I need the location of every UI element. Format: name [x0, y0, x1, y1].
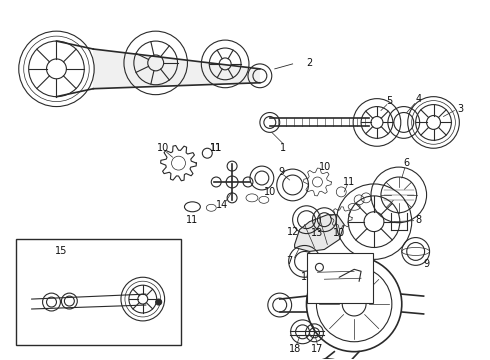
- Text: 14: 14: [216, 200, 228, 210]
- Text: 18: 18: [289, 344, 301, 354]
- FancyBboxPatch shape: [16, 239, 181, 345]
- Text: 2: 2: [306, 58, 313, 68]
- Circle shape: [156, 299, 162, 305]
- Text: 1: 1: [280, 143, 286, 153]
- Text: 7: 7: [287, 256, 293, 266]
- Polygon shape: [294, 215, 344, 251]
- Text: 8: 8: [416, 215, 422, 225]
- Polygon shape: [93, 49, 260, 89]
- Text: 10: 10: [264, 187, 276, 197]
- Text: 11: 11: [343, 177, 355, 187]
- Text: 10: 10: [156, 143, 169, 153]
- Text: 16: 16: [301, 272, 314, 282]
- Text: 6: 6: [404, 158, 410, 168]
- Text: 12: 12: [288, 226, 300, 237]
- Text: 17: 17: [311, 344, 323, 354]
- Text: 15: 15: [55, 247, 68, 256]
- Text: 5: 5: [386, 96, 392, 105]
- Text: 10: 10: [319, 162, 332, 172]
- Text: 13: 13: [311, 228, 323, 238]
- Text: 9: 9: [279, 167, 285, 177]
- Text: 11: 11: [186, 215, 198, 225]
- Text: 10: 10: [333, 228, 345, 238]
- Text: 4: 4: [416, 94, 422, 104]
- FancyBboxPatch shape: [307, 253, 373, 303]
- Text: 9: 9: [423, 259, 430, 269]
- Text: 3: 3: [457, 104, 464, 113]
- Text: 11: 11: [210, 143, 222, 153]
- Text: 11: 11: [210, 143, 222, 153]
